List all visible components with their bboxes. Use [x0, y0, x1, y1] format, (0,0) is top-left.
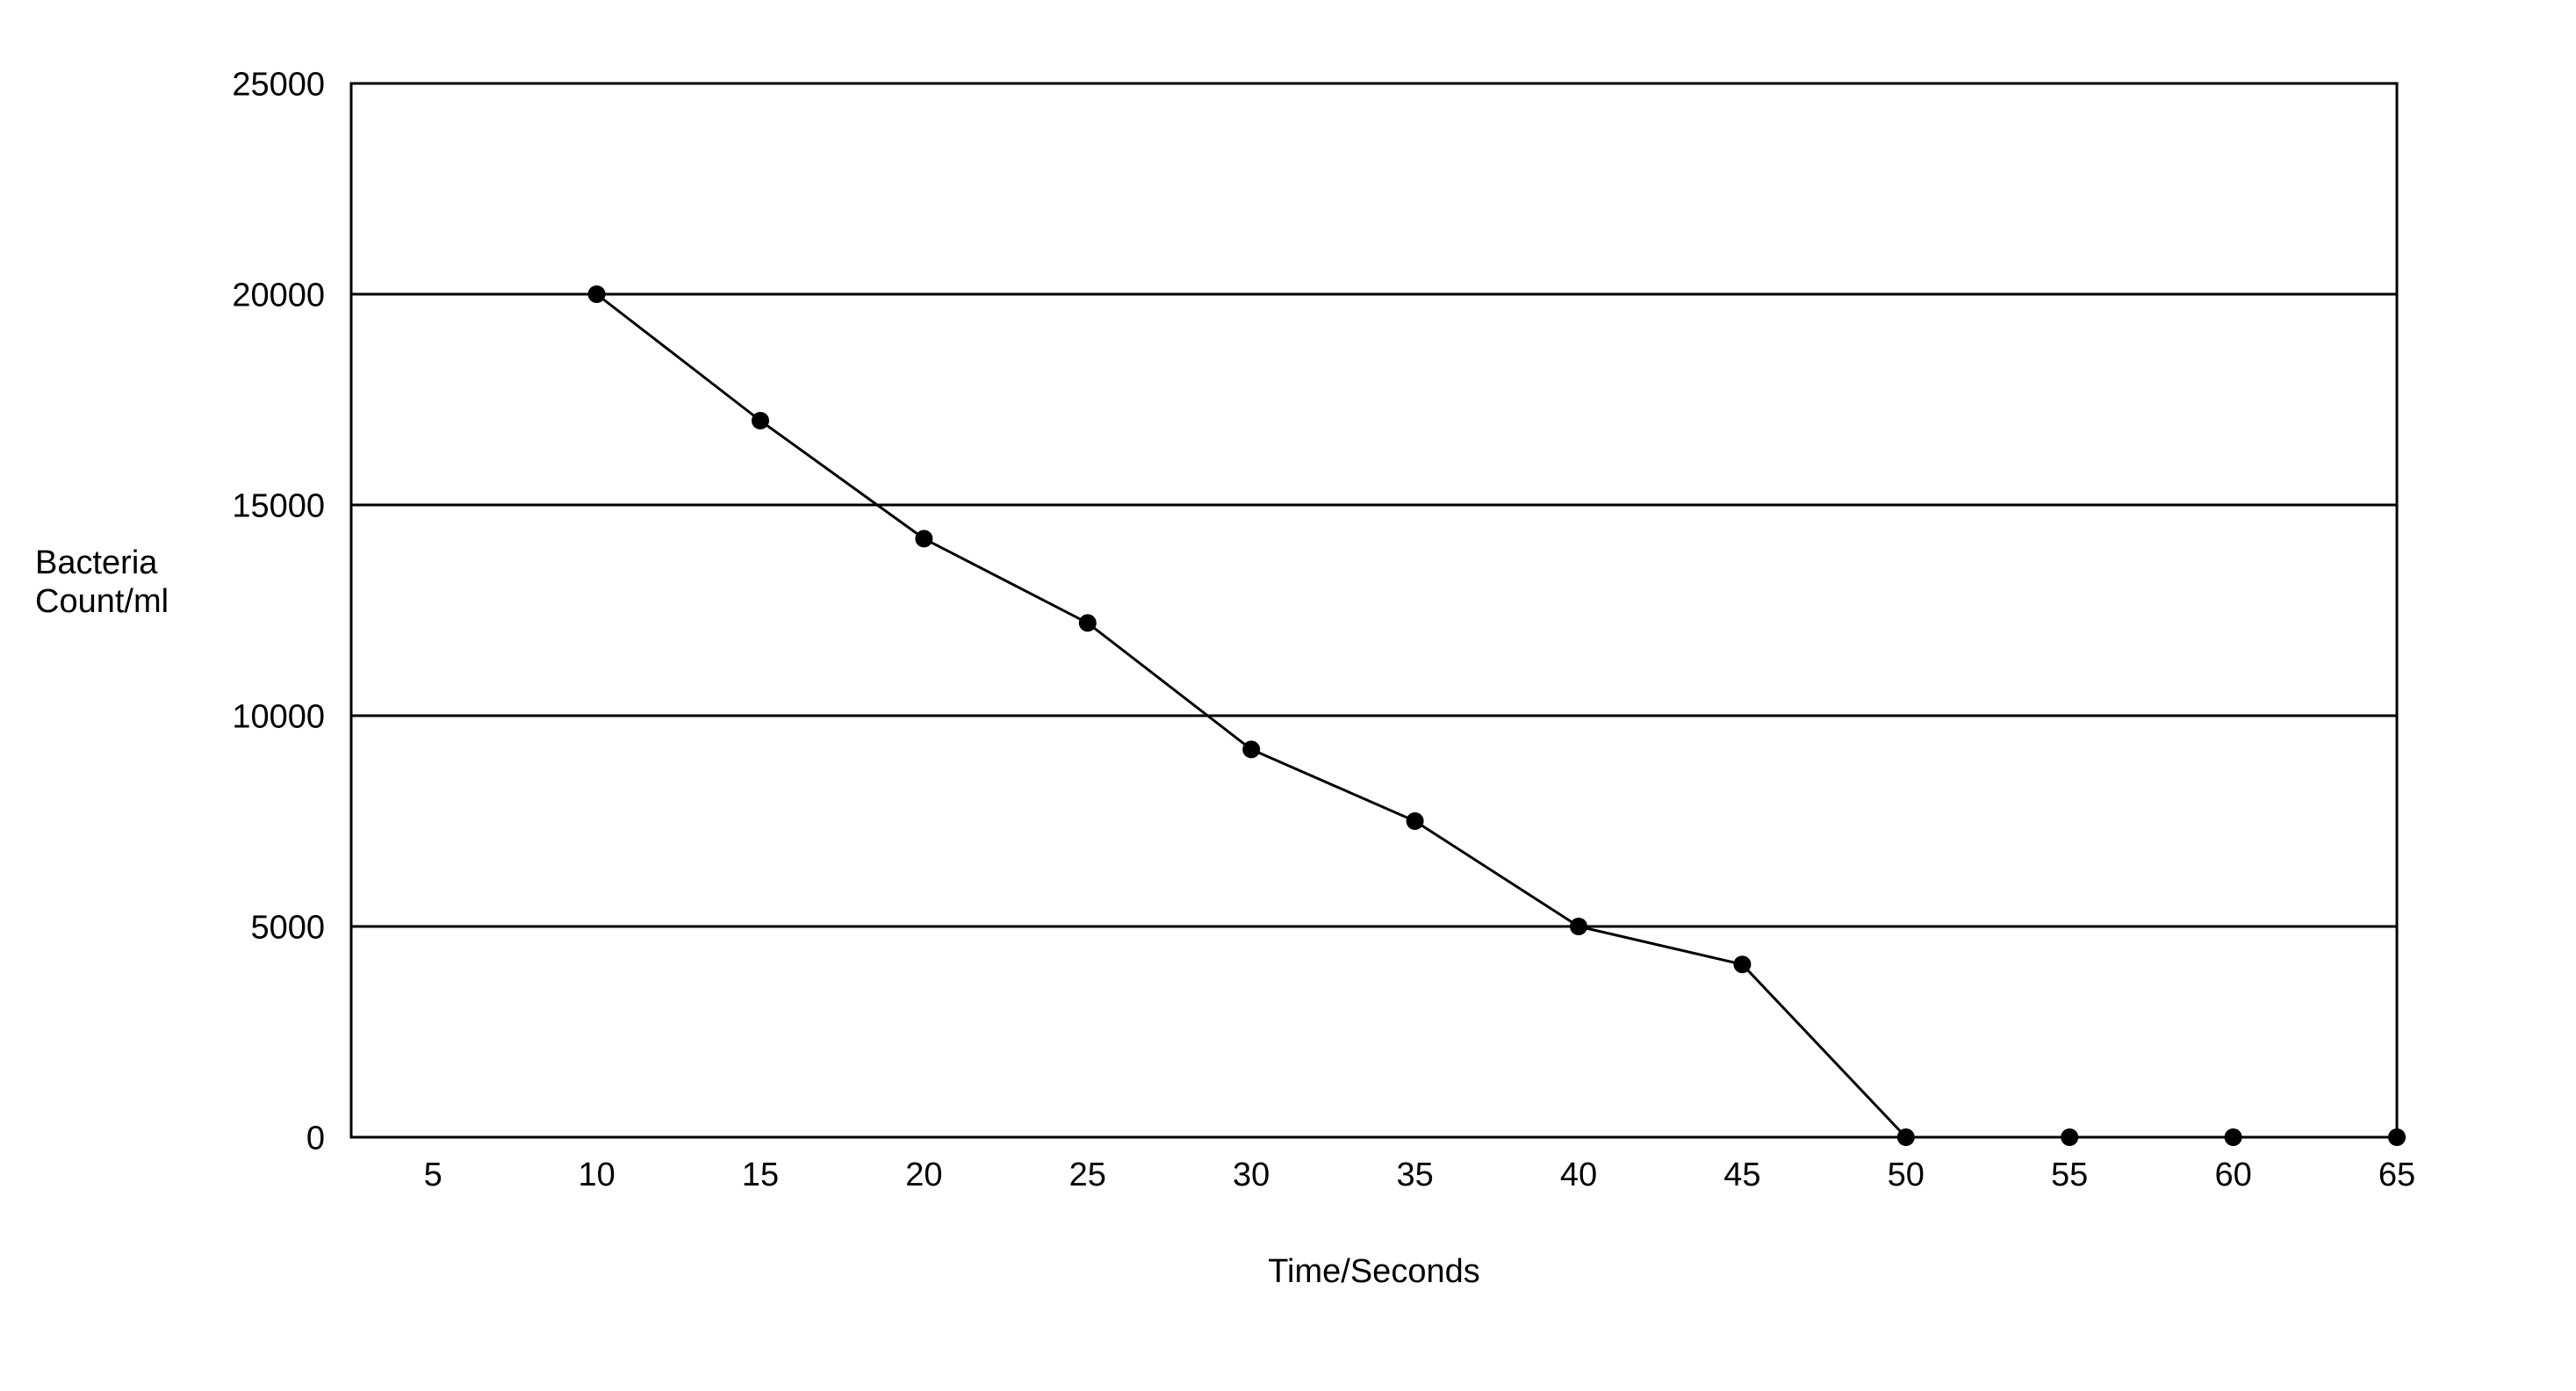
data-point: [1570, 918, 1587, 935]
y-tick-label: 15000: [232, 487, 325, 524]
x-tick-label: 60: [2214, 1157, 2251, 1193]
y-axis-label-line1: Bacteria: [35, 544, 169, 583]
y-tick-label: 25000: [232, 66, 325, 103]
data-point: [1242, 740, 1260, 758]
x-tick-label: 35: [1396, 1157, 1433, 1193]
x-tick-label: 20: [905, 1157, 942, 1193]
x-axis-label: Time/Seconds: [1268, 1253, 1479, 1290]
x-tick-label: 65: [2378, 1157, 2415, 1193]
x-tick-label: 30: [1233, 1157, 1270, 1193]
data-point: [2061, 1128, 2078, 1146]
data-point: [1733, 955, 1751, 973]
data-point: [1407, 812, 1424, 830]
plot-border: [351, 83, 2397, 1137]
chart-container: Bacteria Count/ml 0 5000 10000 15000 20000 25…: [0, 0, 2576, 1391]
chart-svg: 0 5000 10000 15000 20000 25000 5 10 15 20 25 30 35 40…: [0, 0, 2576, 1391]
x-tick-label: 5: [424, 1157, 443, 1193]
y-tick-label: 5000: [250, 909, 325, 946]
x-tick-label: 50: [1888, 1157, 1925, 1193]
data-point: [588, 285, 606, 303]
data-point: [915, 530, 932, 547]
x-tick-label: 10: [578, 1157, 615, 1193]
x-tick-label: 45: [1723, 1157, 1760, 1193]
data-point: [2225, 1128, 2242, 1146]
y-tick-label: 10000: [232, 698, 325, 735]
y-tick-label: 0: [306, 1120, 325, 1157]
data-point: [752, 412, 769, 429]
x-tick-label: 15: [742, 1157, 779, 1193]
y-axis-label-line2: Count/ml: [35, 583, 169, 622]
x-tick-label: 40: [1560, 1157, 1597, 1193]
data-point: [2388, 1128, 2406, 1146]
x-tick-label: 55: [2051, 1157, 2088, 1193]
x-tick-label: 25: [1069, 1157, 1106, 1193]
data-point: [1897, 1128, 1915, 1146]
y-tick-label: 20000: [232, 277, 325, 314]
data-point: [1079, 614, 1097, 631]
y-axis-label: Bacteria Count/ml: [35, 544, 169, 621]
